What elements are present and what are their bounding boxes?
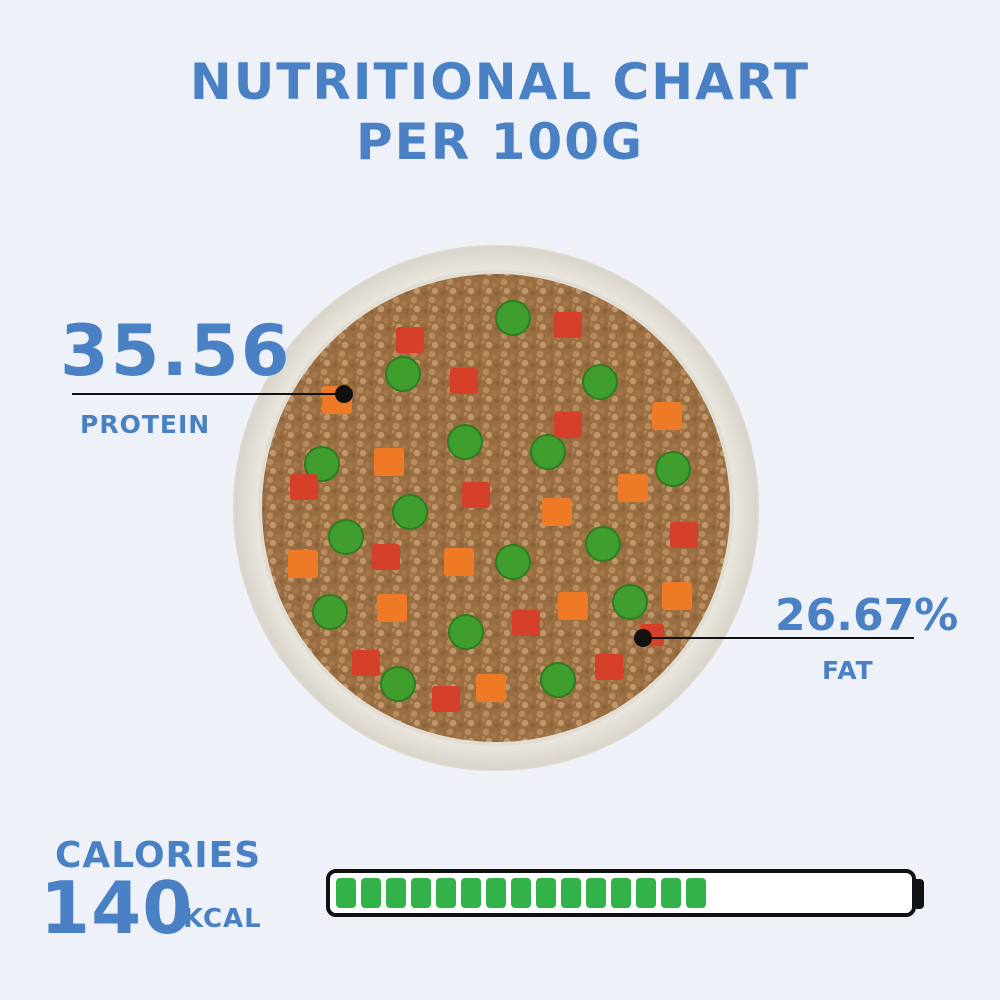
calories-label: CALORIES xyxy=(55,835,262,876)
fat-value: 26.67% xyxy=(775,590,959,641)
battery-cell xyxy=(361,878,381,908)
food-bowl-image xyxy=(233,245,759,771)
fat-label: FAT xyxy=(822,656,874,685)
battery-cells xyxy=(336,878,706,908)
battery-cell xyxy=(486,878,506,908)
battery-cell xyxy=(561,878,581,908)
title-line-1: NUTRITIONAL CHART xyxy=(189,53,811,111)
battery-cell xyxy=(386,878,406,908)
battery-cap xyxy=(916,879,924,909)
battery-cell xyxy=(686,878,706,908)
battery-cell xyxy=(336,878,356,908)
protein-value: 35.56 xyxy=(60,310,292,392)
battery-cell xyxy=(511,878,531,908)
battery-cell xyxy=(461,878,481,908)
title-line-2: PER 100G xyxy=(355,113,645,171)
battery-cell xyxy=(661,878,681,908)
battery-cell xyxy=(636,878,656,908)
battery-cell xyxy=(436,878,456,908)
calories-unit: KCAL xyxy=(183,904,262,934)
calorie-battery-bar xyxy=(326,869,916,917)
battery-cell xyxy=(611,878,631,908)
calories-value: 140 xyxy=(40,866,194,950)
page-title: NUTRITIONAL CHART PER 100G xyxy=(0,52,1000,172)
battery-cell xyxy=(586,878,606,908)
protein-label: PROTEIN xyxy=(80,410,211,439)
battery-cell xyxy=(536,878,556,908)
battery-cell xyxy=(411,878,431,908)
